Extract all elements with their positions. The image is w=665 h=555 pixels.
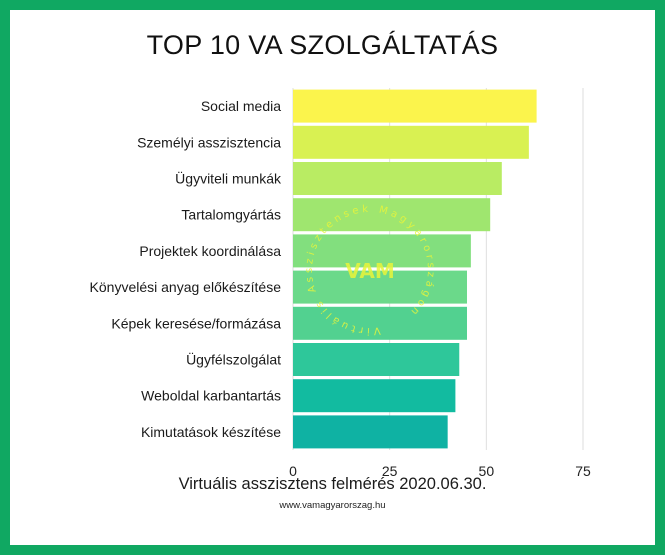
- bar: [293, 343, 460, 376]
- bar: [293, 270, 467, 304]
- survey-caption: Virtuális asszisztens felmérés 2020.06.3…: [178, 475, 487, 493]
- x-tick-labels: 0 25 50 75: [289, 463, 591, 479]
- category-label: Tartalomgyártás: [181, 207, 281, 223]
- category-label: Projektek koordinálása: [139, 243, 281, 259]
- x-tick-label: 0: [289, 463, 297, 479]
- bar: [293, 415, 448, 449]
- category-label: Kimutatások készítése: [141, 424, 281, 440]
- x-tick-label: 75: [575, 463, 591, 479]
- category-label: Weboldal karbantartás: [141, 388, 281, 404]
- website-url: www.vamagyarorszag.hu: [279, 500, 386, 511]
- bar: [293, 162, 502, 195]
- category-label: Ügyviteli munkák: [175, 170, 282, 187]
- x-tick-label: 50: [479, 463, 495, 479]
- bar: [293, 234, 471, 268]
- bar: [293, 379, 456, 413]
- bar: [293, 198, 491, 232]
- category-label: Képek keresése/formázása: [111, 315, 281, 331]
- bar: [293, 306, 467, 340]
- category-label: Személyi asszisztencia: [137, 134, 281, 150]
- x-tick-label: 25: [382, 463, 398, 479]
- watermark-logo-text: VAM: [345, 259, 395, 283]
- category-label: Ügyfélszolgálat: [186, 351, 281, 368]
- category-label: Social media: [201, 98, 281, 114]
- chart-bars: [293, 89, 537, 449]
- category-labels: Social media Személyi asszisztencia Ügyvit…: [90, 98, 282, 440]
- bar: [293, 89, 537, 123]
- category-label: Könyvelési anyag előkészítése: [90, 279, 282, 295]
- bar: [293, 125, 529, 159]
- chart-title: TOP 10 VA SZOLGÁLTATÁS: [146, 30, 499, 60]
